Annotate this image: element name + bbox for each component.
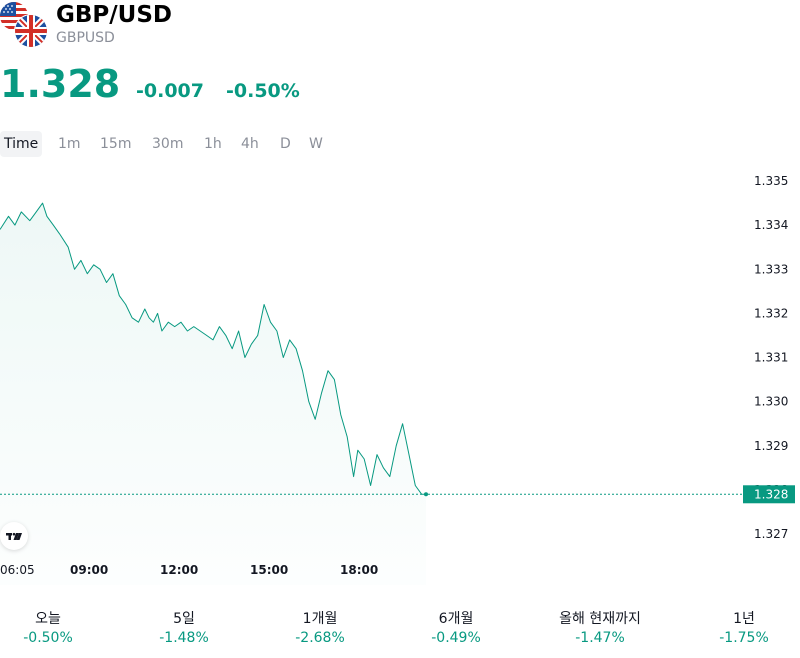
symbol-header: GBP/USD GBPUSD — [0, 0, 800, 60]
perf-5d[interactable]: 5일 -1.48% — [136, 608, 232, 646]
price-chart[interactable]: 1.335 1.334 1.333 1.332 1.331 1.330 1.329 1.328… — [0, 160, 800, 585]
price-change: -0.007 — [136, 80, 204, 102]
symbol-title: GBP/USD — [56, 2, 172, 28]
uk-flag-icon — [15, 15, 47, 47]
perf-value: -1.47% — [575, 630, 625, 646]
price-area — [0, 203, 426, 585]
current-price: 1.328 — [0, 62, 121, 106]
perf-value: -0.50% — [23, 630, 73, 646]
x-tick-label: 12:00 — [160, 563, 198, 577]
tab-4h[interactable]: 4h — [241, 136, 259, 152]
perf-1y[interactable]: 1년 -1.75% — [696, 608, 792, 646]
perf-label: 올해 현재까지 — [559, 611, 641, 627]
perf-value: -2.68% — [295, 630, 345, 646]
perf-value: -1.48% — [159, 630, 209, 646]
x-tick-label: 18:00 — [340, 563, 378, 577]
y-tick-label: 1.334 — [754, 218, 788, 232]
tab-d[interactable]: D — [280, 136, 291, 152]
price-change-percent: -0.50% — [226, 80, 300, 102]
y-tick-label: 1.333 — [754, 262, 788, 276]
tradingview-logo-icon — [6, 532, 22, 540]
y-tick-label: 1.329 — [754, 439, 788, 453]
perf-ytd[interactable]: 올해 현재까지 -1.47% — [540, 608, 660, 646]
y-tick-label: 1.330 — [754, 395, 788, 409]
tab-w[interactable]: W — [309, 136, 323, 152]
currency-pair-flags — [0, 0, 50, 50]
symbol-subtitle: GBPUSD — [56, 30, 115, 46]
x-tick-label: 09:00 — [70, 563, 108, 577]
perf-today[interactable]: 오늘 -0.50% — [0, 608, 96, 646]
last-price-badge — [743, 485, 795, 504]
x-tick-label: 06:05 — [0, 563, 35, 577]
tab-1h[interactable]: 1h — [204, 136, 222, 152]
performance-summary: 오늘 -0.50% 5일 -1.48% 1개월 -2.68% 6개월 -0.49… — [0, 608, 800, 652]
last-price-dot — [424, 492, 428, 497]
price-line — [0, 202, 426, 495]
perf-label: 1개월 — [302, 611, 338, 627]
perf-label: 6개월 — [438, 611, 474, 627]
y-tick-label: 1.327 — [754, 527, 788, 541]
tab-time[interactable]: Time — [0, 131, 43, 157]
y-tick-label: 1.331 — [754, 351, 788, 365]
y-tick-label: 1.332 — [754, 306, 788, 320]
perf-6m[interactable]: 6개월 -0.49% — [408, 608, 504, 646]
last-price-badge-label: 1.328 — [754, 487, 788, 501]
perf-label: 1년 — [733, 611, 755, 627]
tab-1m[interactable]: 1m — [58, 136, 81, 152]
perf-label: 오늘 — [35, 611, 61, 627]
tradingview-logo[interactable] — [0, 522, 28, 550]
tab-30m[interactable]: 30m — [152, 136, 184, 152]
tab-15m[interactable]: 15m — [100, 136, 132, 152]
x-tick-label: 15:00 — [250, 563, 288, 577]
y-tick-label: 1.335 — [754, 174, 788, 188]
perf-value: -0.49% — [431, 630, 481, 646]
perf-value: -1.75% — [719, 630, 769, 646]
perf-1m[interactable]: 1개월 -2.68% — [272, 608, 368, 646]
perf-label: 5일 — [173, 611, 195, 627]
